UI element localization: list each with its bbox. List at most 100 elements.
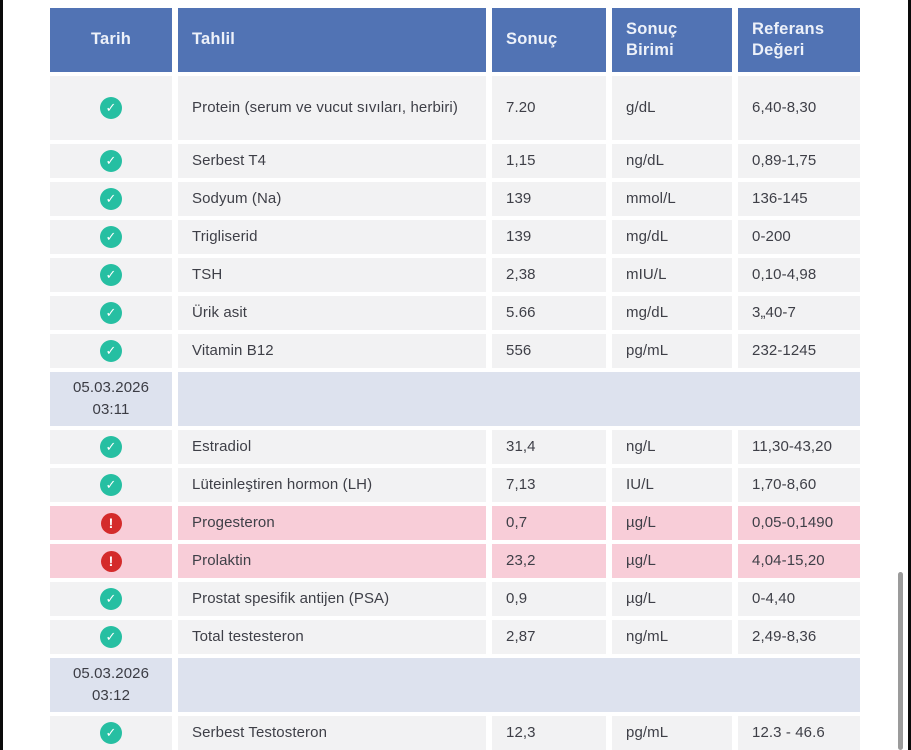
test-name-cell: Prolaktin (178, 544, 486, 578)
date-cell: 05.03.2026 03:11 (50, 372, 172, 426)
check-icon: ✓ (100, 340, 122, 362)
status-cell: ✓ (50, 258, 172, 292)
status-cell: ✓ (50, 468, 172, 502)
test-name-cell: Trigliserid (178, 220, 486, 254)
check-icon: ✓ (100, 626, 122, 648)
unit-cell: g/dL (612, 76, 732, 140)
unit-cell: pg/mL (612, 334, 732, 368)
status-cell: ✓ (50, 220, 172, 254)
test-name-cell: Protein (serum ve vucut sıvıları, herbir… (178, 76, 486, 140)
date-cell: 05.03.2026 03:12 (50, 658, 172, 712)
status-cell: ✓ (50, 144, 172, 178)
reference-cell: 4,04-15,20 (738, 544, 860, 578)
unit-cell: mIU/L (612, 258, 732, 292)
test-name-cell: Sodyum (Na) (178, 182, 486, 216)
reference-cell: 0-4,40 (738, 582, 860, 616)
status-cell: ✓ (50, 76, 172, 140)
reference-cell: 0,10-4,98 (738, 258, 860, 292)
unit-cell: mg/dL (612, 296, 732, 330)
column-header-sonuc: Sonuç (492, 8, 606, 72)
result-cell: 31,4 (492, 430, 606, 464)
test-name-cell: Serbest T4 (178, 144, 486, 178)
status-cell: ✓ (50, 620, 172, 654)
status-cell: ✓ (50, 582, 172, 616)
test-name-cell: Prostat spesifik antijen (PSA) (178, 582, 486, 616)
check-icon: ✓ (100, 226, 122, 248)
test-name-cell: Estradiol (178, 430, 486, 464)
unit-cell: IU/L (612, 468, 732, 502)
test-name-cell: Ürik asit (178, 296, 486, 330)
lab-results-table: Tarih Tahlil Sonuç Sonuç Birimi Referans… (50, 8, 860, 750)
scrollbar-thumb[interactable] (898, 572, 903, 750)
result-cell: 7,13 (492, 468, 606, 502)
result-cell: 556 (492, 334, 606, 368)
exclamation-icon: ! (100, 550, 122, 572)
result-cell: 0,7 (492, 506, 606, 540)
check-icon: ✓ (100, 264, 122, 286)
unit-cell: ng/dL (612, 144, 732, 178)
test-name-cell: Vitamin B12 (178, 334, 486, 368)
test-name-cell: Serbest Testosteron (178, 716, 486, 750)
reference-cell: 136-145 (738, 182, 860, 216)
unit-cell: pg/mL (612, 716, 732, 750)
result-cell: 139 (492, 182, 606, 216)
status-cell: ✓ (50, 716, 172, 750)
unit-cell: ng/L (612, 430, 732, 464)
screen-edge-left (0, 0, 3, 750)
unit-cell: mg/dL (612, 220, 732, 254)
check-icon: ✓ (100, 436, 122, 458)
status-cell: ✓ (50, 334, 172, 368)
unit-cell: µg/L (612, 582, 732, 616)
check-icon: ✓ (100, 302, 122, 324)
screen-edge-right (908, 0, 911, 750)
check-icon: ✓ (100, 150, 122, 172)
reference-cell: 0,89-1,75 (738, 144, 860, 178)
result-cell: 2,87 (492, 620, 606, 654)
column-header-sonuc-birimi: Sonuç Birimi (612, 8, 732, 72)
status-cell: ! (50, 544, 172, 578)
result-cell: 139 (492, 220, 606, 254)
unit-cell: µg/L (612, 544, 732, 578)
status-cell: ✓ (50, 182, 172, 216)
reference-cell: 1,70-8,60 (738, 468, 860, 502)
check-icon: ✓ (100, 588, 122, 610)
date-time-text: 03:11 (92, 401, 130, 418)
result-cell: 12,3 (492, 716, 606, 750)
status-cell: ✓ (50, 296, 172, 330)
reference-cell: 3„40-7 (738, 296, 860, 330)
test-name-cell: Total testesteron (178, 620, 486, 654)
reference-cell: 232-1245 (738, 334, 860, 368)
result-cell: 23,2 (492, 544, 606, 578)
column-header-referans-degeri: Referans Değeri (738, 8, 860, 72)
reference-cell: 11,30-43,20 (738, 430, 860, 464)
date-spacer-cell (178, 372, 860, 426)
check-icon: ✓ (100, 97, 122, 119)
unit-cell: µg/L (612, 506, 732, 540)
date-time-text: 03:12 (91, 687, 131, 704)
reference-cell: 0,05-0,1490 (738, 506, 860, 540)
reference-cell: 0-200 (738, 220, 860, 254)
result-cell: 5.66 (492, 296, 606, 330)
test-name-cell: Lüteinleştiren hormon (LH) (178, 468, 486, 502)
test-name-cell: TSH (178, 258, 486, 292)
column-header-tarih: Tarih (50, 8, 172, 72)
result-cell: 2,38 (492, 258, 606, 292)
result-cell: 1,15 (492, 144, 606, 178)
reference-cell: 2,49-8,36 (738, 620, 860, 654)
date-text: 05.03.2026 (72, 665, 150, 683)
exclamation-icon: ! (100, 512, 122, 534)
check-icon: ✓ (100, 474, 122, 496)
status-cell: ! (50, 506, 172, 540)
unit-cell: ng/mL (612, 620, 732, 654)
result-cell: 0,9 (492, 582, 606, 616)
column-header-tahlil: Tahlil (178, 8, 486, 72)
check-icon: ✓ (100, 722, 122, 744)
date-spacer-cell (178, 658, 860, 712)
check-icon: ✓ (100, 188, 122, 210)
reference-cell: 12.3 - 46.6 (738, 716, 860, 750)
test-name-cell: Progesteron (178, 506, 486, 540)
date-text: 05.03.2026 (72, 379, 150, 397)
unit-cell: mmol/L (612, 182, 732, 216)
result-cell: 7.20 (492, 76, 606, 140)
reference-cell: 6,40-8,30 (738, 76, 860, 140)
